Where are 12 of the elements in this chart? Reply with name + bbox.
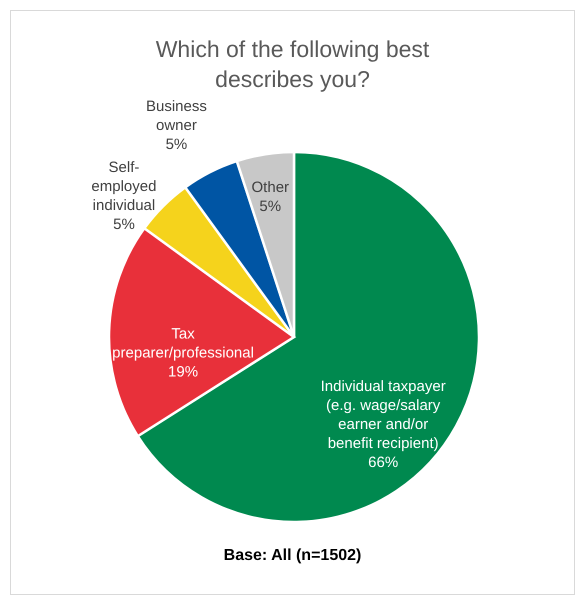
slice-label: Self-employed individual	[91, 158, 156, 214]
slice-label: Individual taxpayer (e.g. wage/salary earner and/or benefit recipient)	[320, 378, 446, 452]
slice-label: Other	[252, 179, 290, 196]
data-label: 5%	[166, 136, 188, 154]
data-label: 5%	[113, 216, 135, 233]
chart-title: Which of the following best describes you?	[156, 36, 430, 92]
data-label: 66%	[368, 454, 398, 472]
data-label: 5%	[259, 198, 282, 216]
data-label: 19%	[168, 364, 198, 381]
text: Base: All (n=1502)	[224, 547, 362, 564]
slice-label: Business owner	[146, 98, 207, 134]
slice-label: Tax preparer/professional	[112, 326, 254, 362]
